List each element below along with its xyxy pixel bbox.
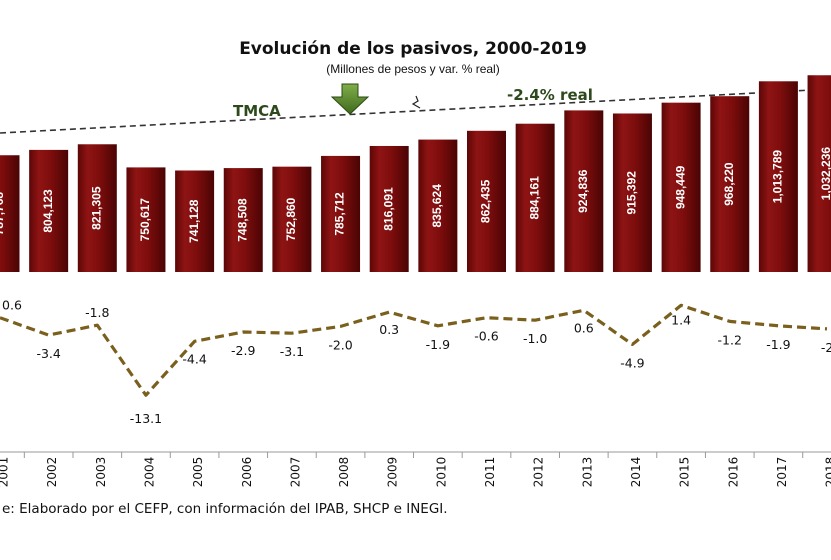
bar-value-label: 915,392 xyxy=(625,171,639,215)
bar-value-label: 835,624 xyxy=(430,184,444,228)
bar-value-label: 924,836 xyxy=(576,169,590,213)
bar-2018 xyxy=(807,75,831,272)
bar-value-label: 862,435 xyxy=(479,179,493,223)
x-tick-label: 2014 xyxy=(629,457,643,488)
chart-subtitle: (Millones de pesos y var. % real) xyxy=(326,62,499,76)
chart-title: Evolución de los pasivos, 2000-2019 xyxy=(239,39,587,59)
variation-label: -2.0 xyxy=(328,337,352,352)
x-tick-label: 2011 xyxy=(483,457,497,488)
variation-label: 0.6 xyxy=(2,298,22,313)
bar-2007 xyxy=(272,166,312,272)
variation-label: -3.1 xyxy=(280,344,304,359)
bar-2002 xyxy=(29,149,69,272)
x-tick-label: 2004 xyxy=(142,457,156,488)
bar-series: 787,768 804,123 821,305 750,617 741,128 748,5… xyxy=(0,75,831,273)
bar-2001 xyxy=(0,155,20,272)
bar-value-label: 804,123 xyxy=(41,189,55,233)
x-tick-label: 2013 xyxy=(580,457,594,488)
bar-value-label: 821,305 xyxy=(89,186,103,230)
trend-label-right: -2.4% real xyxy=(507,86,593,104)
variation-label: -4.9 xyxy=(620,355,644,370)
bar-2008 xyxy=(321,155,361,272)
bar-value-label: 1,013,789 xyxy=(771,150,785,204)
down-arrow-icon xyxy=(330,83,370,115)
x-tick-label: 2017 xyxy=(775,457,789,488)
bar-2009 xyxy=(369,145,409,272)
variation-label: -13.1 xyxy=(130,411,162,426)
variation-label: 1.4 xyxy=(671,312,691,327)
bar-2016 xyxy=(710,96,750,272)
trend-label-left: TMCA xyxy=(233,102,281,120)
bar-2010 xyxy=(418,139,458,272)
variation-label: -1.2 xyxy=(718,332,742,347)
x-axis-ticks: 2001 2002 2003 2004 2005 2006 2007 2008 2009 2010… xyxy=(0,452,831,487)
bar-value-label: 750,617 xyxy=(138,198,152,242)
x-tick-label: 2005 xyxy=(191,457,205,488)
variation-label: -2.9 xyxy=(231,343,255,358)
variation-label: -1.9 xyxy=(766,337,790,352)
x-tick-label: 2003 xyxy=(94,457,108,488)
axis-break-icon xyxy=(411,95,421,109)
bar-value-label: 785,712 xyxy=(333,192,347,236)
bar-2015 xyxy=(661,102,701,273)
variation-label: -1.8 xyxy=(85,305,109,320)
variation-label: -4.4 xyxy=(182,351,206,366)
variation-label: 0.6 xyxy=(574,320,594,335)
bar-value-label: 1,032,236 xyxy=(819,147,831,201)
bar-value-label: 748,508 xyxy=(235,198,249,242)
bar-value-label: 884,161 xyxy=(527,176,541,220)
bar-value-label: 787,768 xyxy=(0,192,6,236)
x-tick-label: 2001 xyxy=(0,457,11,488)
bar-2004 xyxy=(126,167,166,272)
x-tick-label: 2007 xyxy=(288,457,302,488)
variation-label: -2 xyxy=(821,340,831,355)
bar-2013 xyxy=(564,110,604,272)
bar-value-label: 816,091 xyxy=(381,187,395,231)
bar-value-label: 968,220 xyxy=(722,162,736,206)
source-note: e: Elaborado por el CEFP, con informació… xyxy=(2,501,448,517)
bar-value-label: 741,128 xyxy=(187,199,201,243)
x-tick-label: 2018 xyxy=(824,457,831,488)
trend-line xyxy=(0,88,831,134)
x-tick-label: 2009 xyxy=(386,457,400,488)
variation-line xyxy=(0,303,828,397)
bar-2014 xyxy=(612,113,652,272)
bar-2011 xyxy=(467,130,506,272)
bar-2005 xyxy=(175,170,215,272)
bar-2017 xyxy=(758,81,798,272)
variation-label: -0.6 xyxy=(474,329,498,344)
bar-value-label: 948,449 xyxy=(673,165,687,209)
bar-value-label: 752,860 xyxy=(284,197,298,241)
x-tick-label: 2006 xyxy=(240,457,254,488)
variation-label: -1.9 xyxy=(426,337,450,352)
bar-2003 xyxy=(77,144,117,272)
bar-2012 xyxy=(515,123,555,273)
bar-2006 xyxy=(223,168,263,272)
x-tick-label: 2010 xyxy=(434,457,448,488)
x-tick-label: 2008 xyxy=(337,457,351,488)
x-tick-label: 2002 xyxy=(45,457,59,488)
x-tick-label: 2015 xyxy=(678,457,692,488)
x-tick-label: 2012 xyxy=(532,457,546,488)
variation-label: -3.4 xyxy=(36,346,60,361)
x-tick-label: 2016 xyxy=(726,457,740,488)
variation-label: -1.0 xyxy=(523,331,547,346)
variation-label: 0.3 xyxy=(379,322,399,337)
line-series: 0.6 -3.4 -1.8 -13.1 -4.4 -2.9 -3.1 -2.0 0.3 -1.9 -… xyxy=(0,298,831,426)
